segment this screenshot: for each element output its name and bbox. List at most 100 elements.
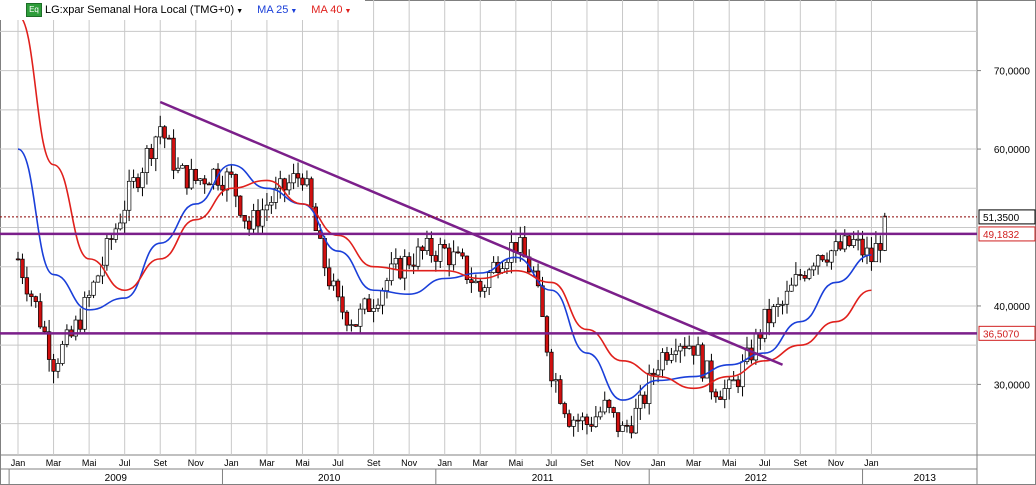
candle-body[interactable] [713, 391, 719, 398]
dropdown-icon[interactable]: ▼ [290, 8, 298, 15]
candle-body[interactable] [704, 360, 710, 379]
candle-body[interactable] [353, 324, 358, 327]
candle-body[interactable] [78, 319, 83, 330]
dropdown-icon[interactable]: ▼ [344, 8, 352, 15]
candle-body[interactable] [255, 210, 261, 227]
candle-body[interactable] [673, 350, 679, 355]
candle-body[interactable] [20, 258, 25, 279]
candle-body[interactable] [567, 413, 572, 427]
candle-body[interactable] [224, 171, 230, 191]
candle-body[interactable] [749, 347, 754, 361]
candle-body[interactable] [731, 379, 736, 382]
candle-body[interactable] [95, 275, 101, 283]
candle-body[interactable] [82, 297, 87, 330]
candle-body[interactable] [278, 178, 283, 189]
legend-title[interactable]: LG:xpar Semanal Hora Local (TMG+0) ▼ [45, 4, 243, 16]
candle-body[interactable] [691, 345, 696, 356]
candle-body[interactable] [64, 329, 70, 345]
candle-body[interactable] [655, 369, 661, 376]
candle-body[interactable] [473, 280, 478, 284]
candle-body[interactable] [282, 178, 287, 191]
candle-body[interactable] [820, 255, 825, 261]
equity-icon[interactable]: Eq [26, 3, 42, 17]
candle-body[interactable] [767, 308, 772, 324]
candle-body[interactable] [175, 167, 181, 171]
candle-body[interactable] [166, 137, 172, 140]
candle-body[interactable] [553, 379, 558, 382]
candle-body[interactable] [727, 379, 732, 389]
candle-body[interactable] [371, 307, 376, 312]
candle-body[interactable] [251, 210, 256, 230]
candle-body[interactable] [687, 345, 692, 349]
candle-body[interactable] [798, 274, 803, 276]
candle-body[interactable] [638, 394, 643, 409]
candle-body[interactable] [851, 239, 856, 246]
candle-body[interactable] [55, 363, 61, 372]
candle-body[interactable] [660, 352, 665, 371]
candle-body[interactable] [340, 296, 345, 313]
candle-body[interactable] [442, 244, 447, 249]
candle-body[interactable] [291, 173, 296, 184]
legend-ma25[interactable]: MA 25 ▼ [257, 4, 297, 16]
candle-body[interactable] [562, 403, 567, 415]
candle-body[interactable] [598, 411, 603, 418]
candle-body[interactable] [162, 126, 167, 139]
candle-body[interactable] [678, 345, 683, 352]
candle-body[interactable] [269, 202, 274, 206]
candle-body[interactable] [602, 399, 607, 413]
trendline[interactable] [159, 100, 784, 366]
candle-body[interactable] [433, 255, 438, 262]
candle-body[interactable] [438, 244, 443, 262]
candle-body[interactable] [615, 412, 621, 432]
candle-body[interactable] [682, 345, 687, 349]
candle-body[interactable] [629, 425, 634, 434]
candle-body[interactable] [744, 347, 750, 362]
candle-body[interactable] [415, 246, 421, 267]
candle-body[interactable] [362, 298, 367, 310]
candle-body[interactable] [402, 256, 407, 279]
candle-body[interactable] [344, 311, 350, 326]
candle-body[interactable] [864, 247, 870, 256]
candle-body[interactable] [811, 265, 816, 271]
candle-body[interactable] [118, 222, 123, 230]
candle-body[interactable] [611, 407, 616, 413]
candle-body[interactable] [158, 126, 163, 138]
candle-body[interactable] [740, 361, 745, 388]
candle-body[interactable] [184, 165, 190, 189]
candle-body[interactable] [193, 169, 198, 181]
candle-body[interactable] [309, 178, 314, 208]
candle-body[interactable] [229, 171, 234, 175]
candle-body[interactable] [793, 274, 799, 286]
candle-body[interactable] [700, 344, 705, 379]
candle-body[interactable] [398, 258, 403, 279]
dropdown-icon[interactable]: ▼ [236, 8, 244, 15]
candle-body[interactable] [651, 372, 656, 376]
candle-body[interactable] [46, 331, 52, 360]
candle-body[interactable] [647, 372, 652, 404]
candle-body[interactable] [91, 281, 96, 296]
candle-body[interactable] [135, 177, 141, 188]
candle-body[interactable] [131, 177, 136, 182]
candle-body[interactable] [789, 284, 794, 292]
candle-body[interactable] [15, 258, 21, 261]
candle-body[interactable] [33, 296, 38, 302]
candle-body[interactable] [424, 238, 430, 252]
candle-body[interactable] [126, 180, 132, 211]
candle-body[interactable] [718, 396, 723, 400]
candle-body[interactable] [358, 308, 363, 327]
candle-body[interactable] [198, 178, 203, 181]
candle-body[interactable] [73, 319, 78, 337]
candle-body[interactable] [664, 352, 670, 361]
candle-body[interactable] [478, 280, 483, 292]
candle-body[interactable] [838, 241, 843, 250]
candle-body[interactable] [29, 293, 34, 297]
candle-body[interactable] [447, 247, 452, 266]
candle-body[interactable] [322, 238, 327, 269]
candle-body[interactable] [464, 255, 470, 280]
candle-body[interactable] [775, 303, 781, 307]
candle-body[interactable] [607, 399, 612, 408]
legend-ma40[interactable]: MA 40 ▼ [311, 4, 351, 16]
candle-body[interactable] [807, 269, 812, 279]
candle-body[interactable] [624, 424, 630, 427]
candle-body[interactable] [709, 360, 714, 393]
